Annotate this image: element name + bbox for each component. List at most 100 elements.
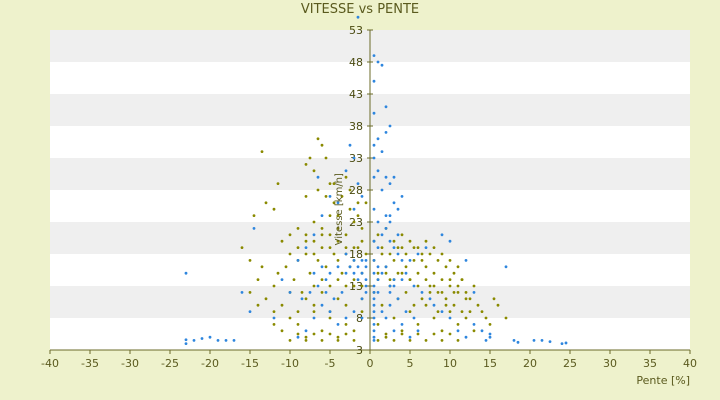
data-point [340, 195, 344, 198]
data-point [448, 284, 452, 288]
data-point [304, 233, 308, 237]
data-point [404, 291, 408, 294]
data-point [456, 284, 460, 288]
data-point [252, 214, 256, 218]
data-point [208, 335, 212, 339]
data-point [400, 246, 404, 250]
data-point [416, 329, 420, 333]
data-point [464, 316, 468, 320]
data-point [456, 329, 460, 333]
data-point [372, 156, 376, 160]
data-point [288, 233, 292, 237]
data-point [380, 150, 384, 154]
data-point [344, 175, 348, 179]
data-point [296, 310, 300, 313]
data-point [404, 271, 408, 275]
data-point [352, 271, 356, 275]
data-point [388, 278, 392, 281]
data-point [312, 284, 316, 288]
data-point [304, 246, 308, 250]
data-point [400, 195, 404, 198]
data-point [472, 329, 476, 333]
data-point [308, 156, 312, 160]
data-point [344, 252, 348, 256]
data-point [372, 316, 376, 320]
y-tick-label: 3 [356, 344, 363, 357]
data-point [304, 163, 308, 166]
data-point [360, 239, 364, 243]
data-point [424, 339, 428, 342]
data-point [356, 278, 360, 281]
data-point [352, 246, 356, 250]
data-point [288, 316, 292, 320]
data-point [420, 297, 424, 301]
data-point [360, 297, 364, 301]
data-point [452, 291, 456, 294]
data-point [440, 291, 444, 294]
data-point [360, 195, 364, 198]
data-point [360, 227, 364, 230]
data-point [324, 195, 328, 198]
y-tick-label: 28 [349, 184, 363, 197]
x-tick-label: 25 [563, 357, 577, 370]
y-tick-label: 53 [349, 24, 363, 37]
x-tick-label: -5 [325, 357, 336, 370]
data-point [388, 252, 392, 256]
data-point [352, 329, 356, 333]
data-point [436, 291, 440, 294]
data-point [296, 259, 300, 262]
data-point [360, 259, 364, 262]
data-point [448, 310, 452, 313]
data-point [272, 316, 276, 320]
data-point [312, 239, 316, 243]
data-point [376, 265, 380, 269]
data-point [312, 303, 316, 307]
chart-title: VITESSE vs PENTE [300, 2, 420, 17]
data-point [468, 297, 472, 301]
data-point [464, 335, 468, 339]
data-point [192, 339, 196, 342]
data-point [424, 265, 428, 269]
data-point [448, 239, 452, 243]
data-point [348, 143, 352, 147]
data-point [332, 182, 336, 186]
data-point [312, 332, 316, 336]
data-point [488, 323, 492, 326]
data-point [372, 303, 376, 307]
data-point [300, 297, 304, 301]
data-point [328, 246, 332, 250]
data-point [252, 227, 256, 230]
data-point [248, 259, 252, 262]
data-point [440, 233, 444, 237]
data-point [320, 227, 324, 230]
x-ticks: -40 -35 -30 -25 -20 -15 -10 -5 0 5 10 15 20 25 30 35 40 [41, 350, 697, 370]
data-point [472, 284, 476, 288]
data-point [332, 297, 336, 301]
data-point [328, 182, 332, 186]
data-point [364, 278, 368, 281]
data-point [396, 271, 400, 275]
data-point [400, 332, 404, 336]
data-point [476, 303, 480, 307]
data-point [412, 303, 416, 307]
data-point [280, 329, 284, 333]
data-point [344, 316, 348, 320]
data-point [312, 169, 316, 173]
data-point [388, 284, 392, 288]
data-point [388, 239, 392, 243]
data-point [308, 271, 312, 275]
data-point [344, 271, 348, 275]
data-point [432, 284, 436, 288]
x-tick-label: -25 [161, 357, 179, 370]
data-point [324, 156, 328, 160]
data-point [336, 214, 340, 218]
data-point [376, 271, 380, 275]
data-point [372, 323, 376, 326]
data-point [320, 339, 324, 342]
data-point [304, 335, 308, 339]
data-point [380, 271, 384, 275]
data-point [288, 252, 292, 256]
data-point [440, 329, 444, 333]
data-point [312, 252, 316, 256]
